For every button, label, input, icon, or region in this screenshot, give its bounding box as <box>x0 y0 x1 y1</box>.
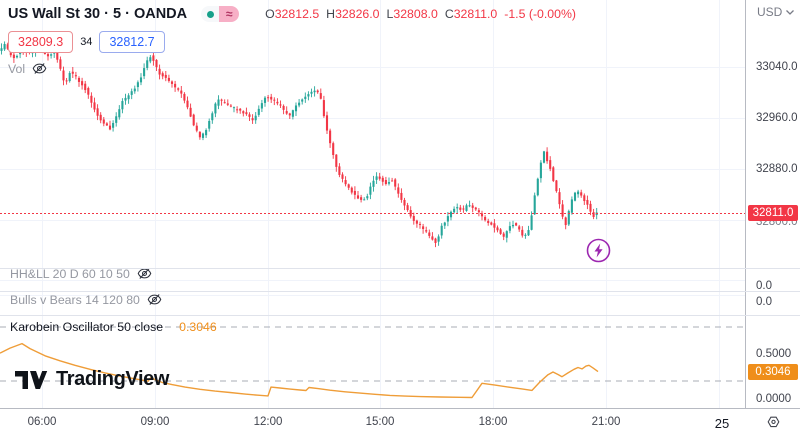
time-axis-tick: 09:00 <box>140 416 170 428</box>
time-axis-tick: 18:00 <box>478 416 508 428</box>
price-axis[interactable]: USD 33040.0 32960.0 32880.0 32800.0 0.0 0.0 0.… <box>745 0 800 435</box>
pane-separator[interactable] <box>0 268 800 269</box>
price-axis-tick: 0.0 <box>756 280 772 292</box>
time-axis[interactable]: 06:00 09:00 12:00 15:00 18:00 21:00 25 <box>0 408 800 435</box>
volume-legend-label[interactable]: Vol <box>8 61 26 76</box>
bulls-bears-legend-label[interactable]: Bulls v Bears 14 120 80 <box>10 292 140 307</box>
symbol-row: US Wall St 30 · 5 · OANDA ≈ O32812.5 H328… <box>8 4 576 24</box>
karobein-legend: Karobein Oscillator 50 close 0.3046 <box>10 320 217 334</box>
low-value: 32808.0 <box>393 7 438 21</box>
market-status-badge[interactable]: ≈ <box>201 6 240 22</box>
symbol-title[interactable]: US Wall St 30 · 5 · OANDA <box>8 6 188 22</box>
spread-value: 34 <box>80 36 93 48</box>
pane-separator[interactable] <box>0 315 800 316</box>
price-axis-tick: 0.5000 <box>756 348 792 360</box>
karobein-value: 0.3046 <box>179 320 217 334</box>
high-label: H <box>326 7 336 21</box>
high-value: 32826.0 <box>335 7 380 21</box>
close-value: 32811.0 <box>453 7 498 21</box>
price-axis-tick: 0.0 <box>756 296 772 308</box>
pane-separator[interactable] <box>0 291 800 292</box>
lightning-button[interactable] <box>585 237 612 264</box>
time-axis-tick: 25 <box>714 416 730 431</box>
volume-legend: Vol <box>8 61 576 76</box>
last-price-badge: 32811.0 <box>748 205 798 221</box>
oscillator-value-badge: 0.3046 <box>748 364 798 380</box>
tradingview-logo-text: TradingView <box>56 368 170 390</box>
price-axis-tick: 32880.0 <box>756 163 798 175</box>
tradingview-logo-icon <box>15 370 48 389</box>
karobein-legend-label[interactable]: Karobein Oscillator 50 close <box>10 320 164 334</box>
chevron-down-icon <box>786 9 795 15</box>
hidden-eye-icon[interactable] <box>147 292 162 307</box>
hidden-eye-icon[interactable] <box>32 61 47 76</box>
time-axis-tick: 15:00 <box>365 416 395 428</box>
delayed-data-icon: ≈ <box>219 6 240 22</box>
close-label: C <box>444 7 454 21</box>
currency-label: USD <box>757 5 783 19</box>
low-label: L <box>386 7 394 21</box>
quote-row: 32809.3 34 32812.7 <box>8 31 576 53</box>
hhll-legend-label[interactable]: HH&LL 20 D 60 10 50 <box>10 266 130 281</box>
change-value: -1.5 (-0.00%) <box>504 7 577 21</box>
open-value: 32812.5 <box>274 7 320 21</box>
time-axis-tick: 21:00 <box>591 416 621 428</box>
time-axis-tick: 12:00 <box>253 416 283 428</box>
time-axis-tick: 06:00 <box>27 416 57 428</box>
sell-button[interactable]: 32809.3 <box>8 31 74 53</box>
bulls-bears-legend: Bulls v Bears 14 120 80 <box>10 292 162 307</box>
open-label: O <box>265 7 275 21</box>
market-open-dot-icon <box>201 6 220 22</box>
tradingview-logo[interactable]: TradingView <box>14 368 169 391</box>
price-axis-tick: 33040.0 <box>756 61 798 73</box>
currency-dropdown[interactable]: USD <box>757 5 795 19</box>
axis-settings-button[interactable] <box>746 409 800 435</box>
price-axis-tick: 0.0000 <box>756 393 792 405</box>
chart-legend: US Wall St 30 · 5 · OANDA ≈ O32812.5 H328… <box>8 4 576 76</box>
hidden-eye-icon[interactable] <box>137 266 152 281</box>
hhll-legend: HH&LL 20 D 60 10 50 <box>10 266 152 281</box>
ohlc-values: O32812.5 H32826.0 L32808.0 C32811.0 -1.5 (-0… <box>265 7 576 21</box>
chart-canvas[interactable] <box>0 0 745 408</box>
buy-button[interactable]: 32812.7 <box>99 31 165 53</box>
gear-icon <box>767 416 779 427</box>
price-axis-tick: 32960.0 <box>756 112 798 124</box>
